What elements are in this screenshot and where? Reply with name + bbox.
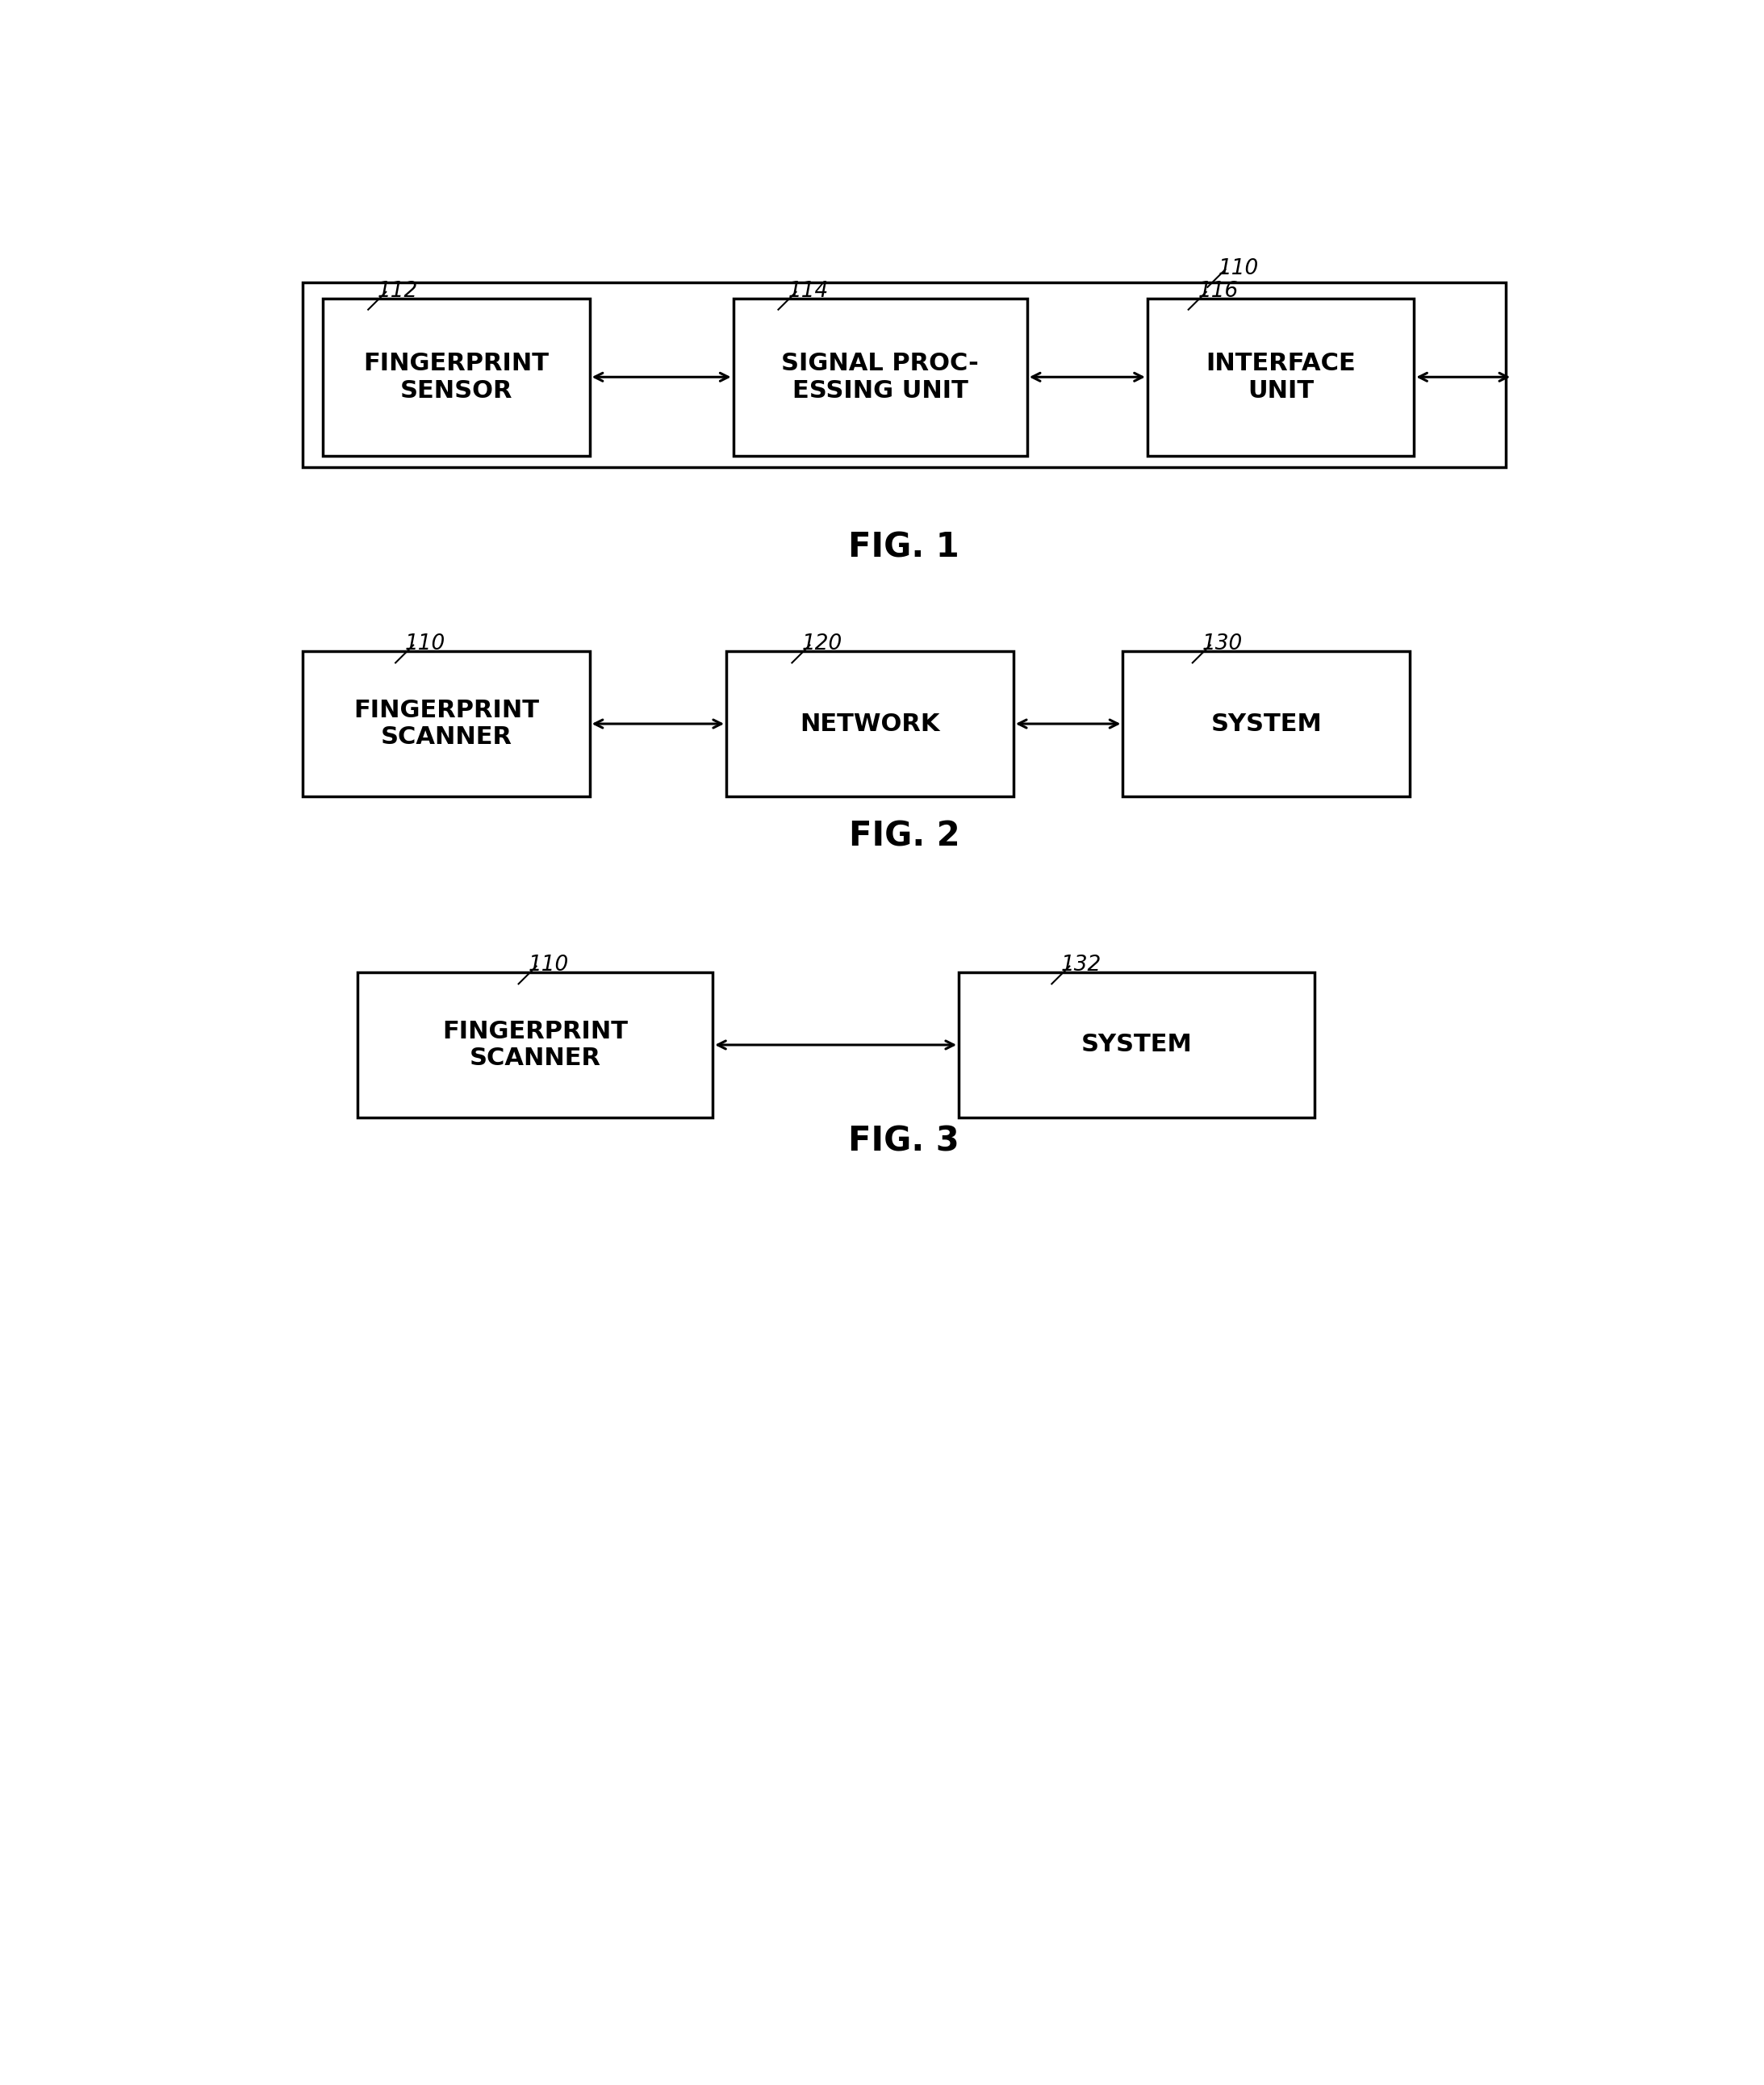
Bar	[1147, 298, 1415, 457]
Text: SYSTEM: SYSTEM	[1210, 713, 1321, 736]
Text: 132: 132	[1062, 955, 1102, 976]
Text: INTERFACE
UNIT: INTERFACE UNIT	[1207, 352, 1355, 402]
Text: FINGERPRINT
SCANNER: FINGERPRINT SCANNER	[443, 1020, 628, 1070]
Bar	[960, 972, 1314, 1118]
Text: 110: 110	[1219, 259, 1259, 279]
Bar	[734, 298, 1027, 457]
Text: 130: 130	[1201, 634, 1242, 655]
Text: 116: 116	[1198, 281, 1238, 302]
Text: 120: 120	[801, 634, 841, 655]
Text: SIGNAL PROC-
ESSING UNIT: SIGNAL PROC- ESSING UNIT	[781, 352, 979, 402]
Bar	[323, 298, 589, 457]
Text: 114: 114	[789, 281, 829, 302]
Text: FIG. 1: FIG. 1	[848, 530, 960, 565]
Bar	[356, 972, 713, 1118]
Text: 112: 112	[377, 281, 418, 302]
Text: FIG. 3: FIG. 3	[848, 1124, 960, 1157]
Text: NETWORK: NETWORK	[799, 713, 940, 736]
Text: 110: 110	[527, 955, 568, 976]
Text: SYSTEM: SYSTEM	[1081, 1034, 1192, 1057]
Text: FINGERPRINT
SCANNER: FINGERPRINT SCANNER	[353, 698, 538, 749]
Bar	[1124, 651, 1409, 796]
Text: FIG. 2: FIG. 2	[848, 819, 960, 853]
Bar	[303, 281, 1505, 467]
Bar	[727, 651, 1013, 796]
Text: FINGERPRINT
SENSOR: FINGERPRINT SENSOR	[363, 352, 549, 402]
Bar	[303, 651, 589, 796]
Text: 110: 110	[406, 634, 446, 655]
